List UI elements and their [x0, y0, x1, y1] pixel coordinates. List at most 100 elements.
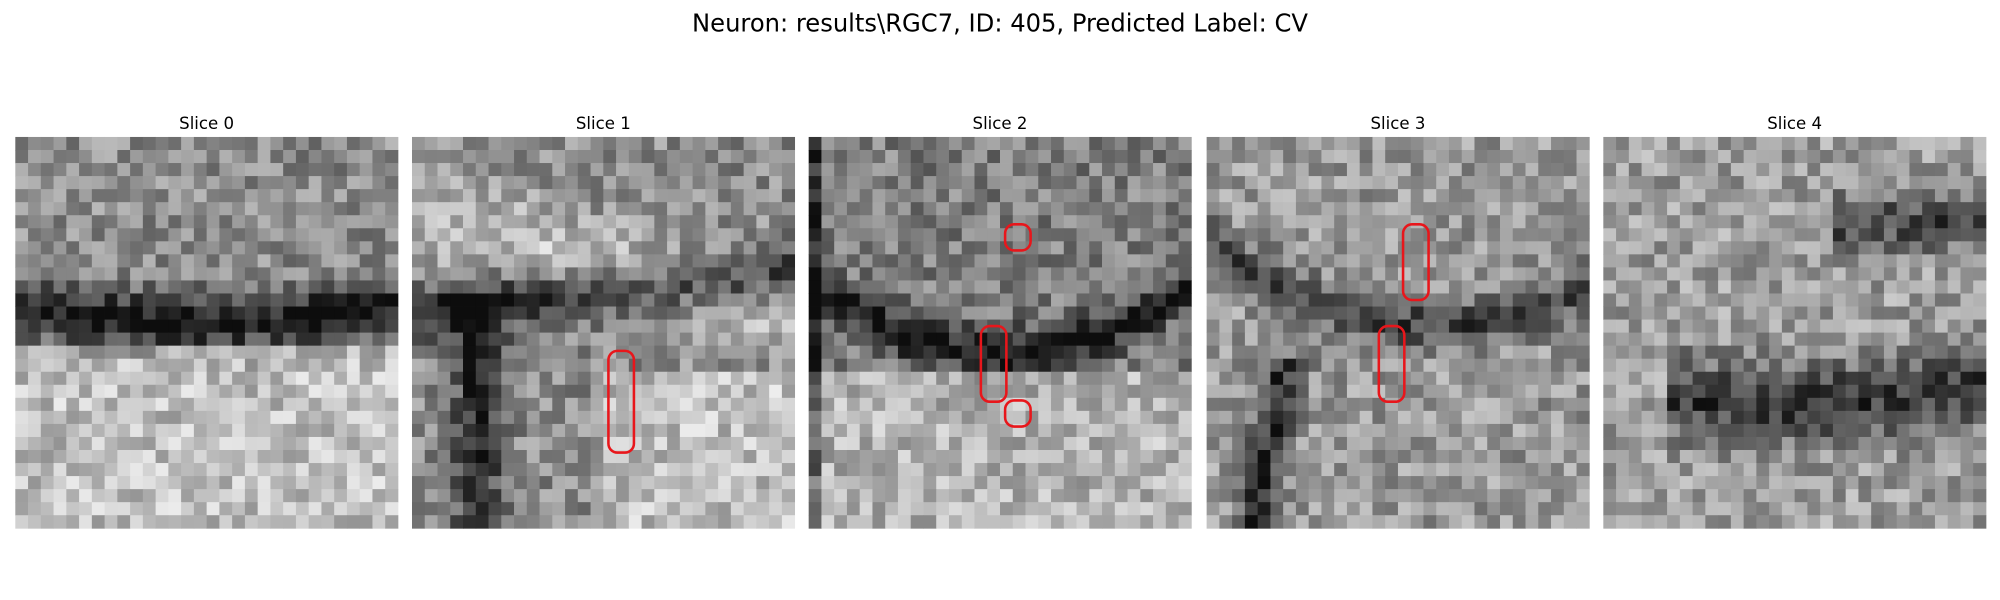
pixel [1232, 515, 1246, 529]
pixel [834, 176, 848, 190]
pixel [1794, 345, 1808, 360]
pixel [1127, 502, 1141, 516]
pixel [168, 215, 182, 229]
pixel [654, 228, 668, 242]
pixel [1359, 450, 1373, 464]
pixel [948, 241, 963, 255]
pixel [1667, 150, 1681, 164]
pixel [1858, 502, 1872, 516]
pixel [885, 463, 899, 477]
pixel [1474, 332, 1488, 347]
pixel [948, 189, 963, 203]
pixel [910, 489, 924, 503]
pixel [936, 241, 950, 255]
pixel [475, 280, 489, 294]
pixel [1538, 150, 1552, 164]
pixel [1206, 150, 1220, 164]
pixel [1140, 280, 1154, 294]
pixel [40, 463, 54, 477]
pixel [1896, 371, 1910, 386]
pixel [577, 450, 591, 464]
pixel [1232, 202, 1246, 216]
pixel [1718, 163, 1732, 177]
pixel [743, 189, 757, 203]
pixel [948, 450, 963, 464]
pixel [219, 136, 233, 151]
pixel [1794, 489, 1808, 503]
pixel [1781, 450, 1796, 464]
pixel [66, 436, 80, 451]
pixel [104, 241, 118, 255]
pixel [283, 267, 297, 281]
pixel [104, 202, 118, 216]
pixel [501, 202, 515, 216]
pixel [846, 267, 861, 281]
pixel [1487, 410, 1501, 425]
pixel [1769, 280, 1783, 294]
pixel [1960, 463, 1974, 477]
pixel [1883, 241, 1898, 255]
pixel [28, 384, 42, 399]
pixel [219, 502, 233, 516]
pixel [181, 306, 195, 320]
pixel [1063, 267, 1077, 281]
pixel [923, 450, 937, 464]
pixel [1551, 319, 1565, 333]
pixel [1679, 371, 1693, 386]
pixel [1820, 332, 1834, 347]
pixel [1896, 241, 1910, 255]
pixel [1667, 515, 1681, 529]
pixel [987, 410, 1001, 425]
pixel [424, 189, 438, 203]
pixel [1807, 293, 1821, 307]
pixel [1257, 358, 1271, 373]
pixel [308, 163, 322, 177]
pixel [1372, 306, 1386, 320]
pixel [1385, 150, 1399, 164]
pixel [501, 136, 515, 151]
pixel [718, 189, 732, 203]
pixel [872, 293, 886, 307]
pixel [437, 241, 451, 255]
pixel [1845, 515, 1859, 529]
pixel [1922, 280, 1936, 294]
pixel [53, 202, 67, 216]
pixel [1102, 358, 1116, 373]
pixel [1397, 410, 1412, 425]
pixel [565, 345, 579, 360]
pixel [424, 397, 438, 412]
pixel [359, 189, 373, 203]
pixel [1038, 189, 1052, 203]
pixel [40, 228, 54, 242]
pixel [1244, 176, 1259, 190]
pixel [936, 163, 950, 177]
pixel [1461, 489, 1475, 503]
pixel [53, 397, 67, 412]
pixel [1960, 397, 1974, 412]
pixel [1127, 241, 1141, 255]
pixel [603, 463, 617, 477]
pixel [1178, 515, 1192, 529]
pixel [756, 293, 770, 307]
pixel [974, 189, 988, 203]
pixel [834, 202, 848, 216]
pixel [1461, 136, 1475, 151]
pixel [1705, 384, 1719, 399]
pixel [1321, 436, 1335, 451]
pixel [1372, 515, 1386, 529]
pixel [1000, 280, 1014, 294]
pixel [1372, 215, 1386, 229]
pixel [1385, 228, 1399, 242]
pixel [1127, 293, 1141, 307]
pixel [756, 280, 770, 294]
pixel [206, 450, 220, 464]
pixel [1025, 136, 1039, 151]
pixel [1794, 293, 1808, 307]
pixel [283, 280, 297, 294]
pixel [1692, 319, 1706, 333]
pixel [219, 476, 233, 490]
pixel [1705, 358, 1719, 373]
pixel [117, 502, 131, 516]
pixel [117, 150, 131, 164]
pixel [53, 515, 67, 529]
